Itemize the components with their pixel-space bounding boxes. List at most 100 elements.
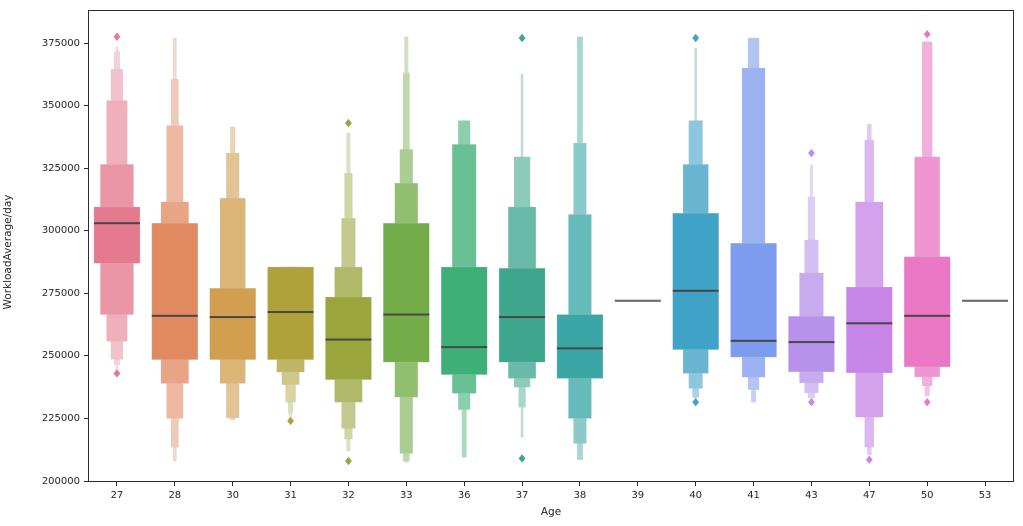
y-axis-label: WorkloadAverage/day [2, 194, 14, 310]
x-tick-mark [868, 482, 870, 486]
boxen-group-27 [93, 32, 141, 378]
y-tick-mark [84, 105, 88, 107]
boxen-plot [88, 10, 1014, 482]
single-value-line [614, 299, 661, 302]
x-tick-mark [521, 482, 523, 486]
outlier-diamond [518, 454, 526, 463]
median-line [383, 313, 430, 316]
x-tick-label: 30 [226, 490, 240, 501]
boxen-level [209, 288, 256, 360]
x-tick-label: 33 [399, 490, 413, 501]
boxen-level [93, 206, 141, 264]
x-tick-label: 36 [457, 490, 471, 501]
x-tick-mark [984, 482, 986, 486]
x-tick-mark [810, 482, 812, 486]
median-line [151, 314, 198, 317]
boxen-level [672, 212, 719, 350]
boxen-level [846, 286, 893, 374]
median-line [209, 316, 256, 319]
x-tick-label: 53 [978, 490, 992, 501]
x-tick-mark [232, 482, 234, 486]
x-tick-mark [579, 482, 581, 486]
outlier-diamond [808, 397, 815, 407]
median-line [730, 339, 777, 342]
y-tick-mark [84, 42, 88, 44]
x-tick-label: 43 [805, 490, 818, 501]
boxen-group-28 [151, 37, 199, 462]
x-tick-label: 39 [631, 490, 645, 501]
boxen-group-37 [498, 33, 546, 463]
y-tick-label: 350000 [41, 100, 80, 112]
x-tick-mark [463, 482, 465, 486]
y-tick-label: 225000 [41, 412, 80, 424]
outlier-diamond [113, 32, 121, 41]
median-line [267, 311, 314, 314]
boxen-group-38 [556, 36, 604, 460]
boxen-level [556, 314, 604, 379]
y-tick-mark [84, 480, 88, 482]
x-tick-label: 31 [284, 490, 297, 501]
outlier-diamond [865, 455, 873, 464]
boxen-level [903, 256, 951, 368]
x-tick-mark [926, 482, 928, 486]
outlier-diamond [923, 397, 931, 407]
single-value-line [962, 299, 1009, 302]
x-tick-mark [290, 482, 292, 486]
plot-area [88, 10, 1014, 482]
boxen-group-47 [846, 124, 893, 464]
median-line [325, 338, 372, 341]
x-tick-mark [116, 482, 118, 486]
median-line [556, 347, 603, 350]
boxen-group-53 [962, 299, 1009, 302]
x-axis-label: Age [540, 506, 562, 518]
outlier-diamond [345, 456, 352, 466]
boxen-level [788, 316, 835, 373]
x-tick-label: 50 [920, 490, 934, 501]
median-line [499, 316, 546, 319]
x-tick-mark [347, 482, 349, 486]
boxen-level [267, 266, 314, 360]
x-tick-label: 28 [168, 490, 182, 501]
outlier-diamond [113, 369, 121, 378]
outlier-diamond [518, 33, 526, 43]
x-tick-mark [695, 482, 697, 486]
boxen-level [730, 242, 777, 358]
boxen-group-39 [614, 299, 661, 302]
y-tick-label: 375000 [41, 37, 80, 49]
boxen-level [151, 222, 199, 360]
y-tick-mark [84, 417, 88, 419]
boxen-group-40 [672, 33, 719, 407]
x-tick-mark [637, 482, 639, 486]
x-tick-label: 32 [342, 490, 355, 501]
y-tick-label: 300000 [41, 225, 80, 237]
y-tick-mark [84, 167, 88, 169]
plot-frame [88, 10, 1014, 482]
outlier-diamond [692, 33, 700, 43]
median-line [788, 341, 835, 344]
x-tick-mark [174, 482, 176, 486]
boxen-level [440, 266, 488, 375]
y-tick-mark [84, 355, 88, 357]
median-line [904, 314, 951, 317]
boxen-group-50 [903, 30, 951, 407]
boxen-group-41 [730, 37, 777, 403]
x-tick-label: 37 [515, 490, 529, 501]
y-tick-label: 250000 [41, 350, 80, 362]
x-tick-label: 38 [573, 490, 587, 501]
outlier-diamond [808, 148, 815, 158]
outlier-diamond [345, 118, 352, 128]
y-tick-mark [84, 230, 88, 232]
x-tick-label: 47 [862, 490, 876, 501]
outlier-diamond [923, 30, 931, 39]
boxen-level [325, 296, 372, 380]
boxen-level [383, 222, 430, 363]
boxen-level [498, 268, 546, 363]
outlier-diamond [692, 397, 700, 407]
y-tick-label: 275000 [41, 287, 80, 299]
median-line [441, 346, 488, 349]
median-line [846, 322, 893, 325]
boxen-group-36 [440, 120, 488, 458]
x-tick-label: 27 [110, 490, 124, 501]
boxen-group-30 [209, 126, 256, 420]
